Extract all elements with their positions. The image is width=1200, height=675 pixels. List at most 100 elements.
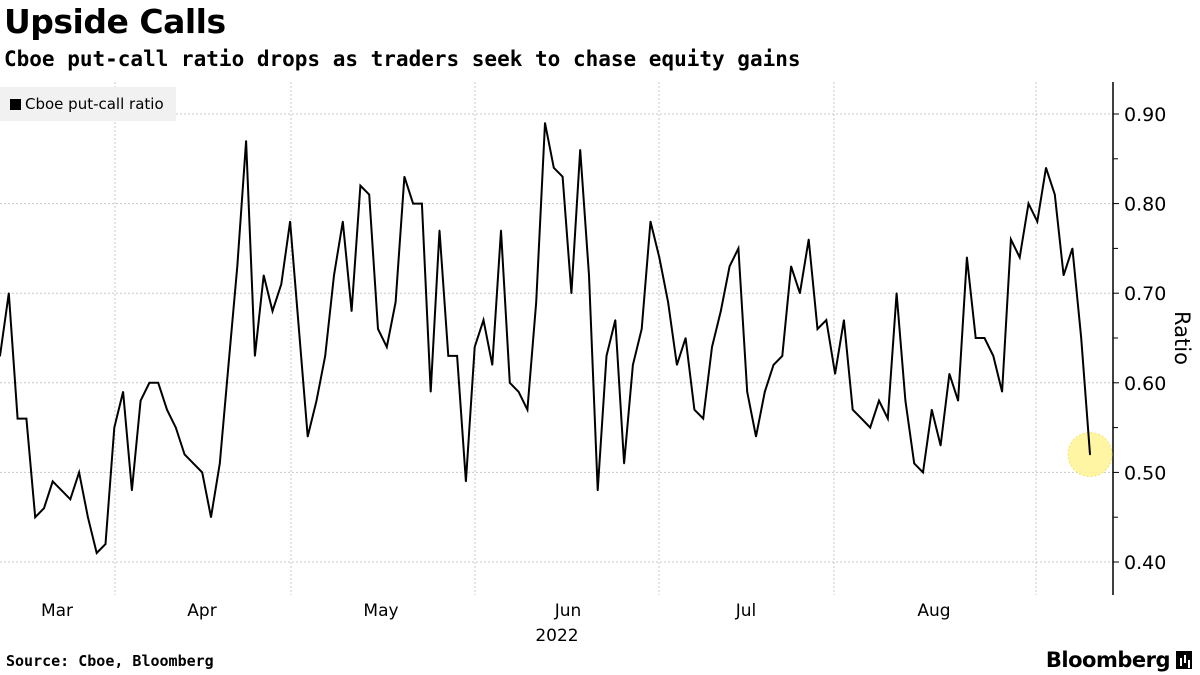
data-point bbox=[623, 462, 625, 465]
chart-title: Upside Calls bbox=[4, 2, 226, 41]
data-point bbox=[1080, 337, 1083, 339]
data-point bbox=[394, 301, 397, 303]
chart-subtitle: Cboe put-call ratio drops as traders see… bbox=[4, 47, 801, 71]
data-point bbox=[482, 319, 485, 321]
data-point bbox=[632, 364, 634, 366]
data-point bbox=[236, 265, 239, 268]
data-point bbox=[772, 364, 775, 366]
data-point bbox=[799, 292, 801, 295]
data-point bbox=[614, 319, 617, 321]
data-point bbox=[245, 140, 247, 142]
data-point bbox=[922, 471, 924, 474]
data-point bbox=[201, 471, 203, 474]
data-point bbox=[887, 417, 889, 420]
y-tick-label: 0.50 bbox=[1124, 462, 1166, 484]
data-point bbox=[588, 274, 590, 277]
data-point bbox=[895, 292, 898, 295]
data-point bbox=[649, 220, 652, 223]
data-point bbox=[596, 489, 599, 492]
y-tick-label: 0.80 bbox=[1124, 194, 1166, 216]
data-point bbox=[561, 175, 564, 178]
data-point bbox=[377, 328, 379, 330]
data-point bbox=[280, 283, 283, 286]
data-point bbox=[544, 122, 546, 124]
data-point bbox=[104, 543, 107, 545]
legend-swatch bbox=[10, 98, 21, 110]
legend: Cboe put-call ratio bbox=[0, 87, 176, 121]
data-point bbox=[368, 193, 370, 196]
data-point bbox=[500, 229, 502, 232]
data-point bbox=[148, 382, 151, 384]
data-point bbox=[175, 426, 177, 429]
data-point bbox=[737, 247, 740, 250]
data-point bbox=[139, 399, 142, 402]
data-point bbox=[131, 489, 133, 492]
data-point bbox=[95, 552, 98, 554]
brand-name: Bloomberg bbox=[1045, 648, 1171, 672]
bar-chart-icon bbox=[1176, 651, 1192, 669]
y-tick-label: 0.60 bbox=[1124, 373, 1166, 395]
data-point bbox=[526, 408, 529, 411]
data-point bbox=[1036, 220, 1039, 223]
data-point bbox=[306, 435, 309, 438]
data-point bbox=[720, 310, 722, 312]
data-point bbox=[930, 408, 933, 411]
data-point bbox=[324, 355, 327, 357]
data-point bbox=[878, 399, 880, 402]
y-tick-label: 0.40 bbox=[1124, 552, 1166, 574]
data-point bbox=[1089, 453, 1091, 456]
data-point bbox=[218, 462, 221, 465]
data-point bbox=[860, 417, 863, 420]
data-point bbox=[0, 355, 1, 357]
data-point bbox=[834, 373, 836, 375]
data-point bbox=[192, 462, 195, 465]
data-point bbox=[992, 355, 995, 357]
data-point bbox=[473, 346, 476, 348]
data-point bbox=[579, 149, 581, 151]
x-tick-label: Apr bbox=[187, 601, 216, 621]
y-tick-label: 0.70 bbox=[1124, 283, 1166, 305]
data-points bbox=[0, 122, 1091, 554]
data-point bbox=[640, 328, 643, 330]
data-point bbox=[1018, 256, 1021, 259]
data-point bbox=[262, 274, 265, 277]
data-point bbox=[552, 166, 555, 169]
x-tick-label: Mar bbox=[41, 601, 73, 621]
data-point bbox=[1045, 166, 1047, 169]
data-point bbox=[87, 516, 89, 518]
data-point bbox=[69, 498, 72, 501]
data-point bbox=[350, 310, 353, 312]
x-year-label: 2022 bbox=[535, 626, 578, 646]
x-tick-label: Jul bbox=[735, 601, 757, 621]
data-point bbox=[535, 301, 538, 303]
data-point bbox=[227, 364, 230, 366]
data-point bbox=[333, 274, 335, 277]
x-tick-label: Aug bbox=[917, 601, 950, 621]
data-point bbox=[385, 346, 388, 348]
data-point bbox=[851, 408, 854, 411]
data-point bbox=[183, 453, 186, 456]
data-point bbox=[957, 399, 959, 402]
data-point bbox=[693, 408, 696, 411]
data-point bbox=[605, 355, 608, 357]
data-point bbox=[157, 382, 160, 384]
data-point bbox=[1062, 274, 1065, 277]
data-point bbox=[790, 265, 792, 268]
legend-label: Cboe put-call ratio bbox=[25, 95, 164, 113]
data-point bbox=[974, 337, 977, 339]
data-point bbox=[509, 382, 511, 384]
data-point bbox=[728, 265, 731, 268]
data-point bbox=[429, 390, 432, 393]
data-point bbox=[983, 337, 986, 339]
data-point bbox=[271, 310, 274, 312]
bloomberg-logo: Bloomberg bbox=[1046, 648, 1192, 672]
data-point bbox=[421, 202, 423, 205]
data-point bbox=[570, 292, 573, 295]
series-line-put-call-ratio bbox=[0, 122, 1091, 555]
data-point bbox=[658, 256, 661, 259]
data-point bbox=[43, 507, 45, 510]
data-point bbox=[289, 220, 291, 223]
data-point bbox=[517, 390, 520, 393]
data-point bbox=[315, 399, 318, 402]
